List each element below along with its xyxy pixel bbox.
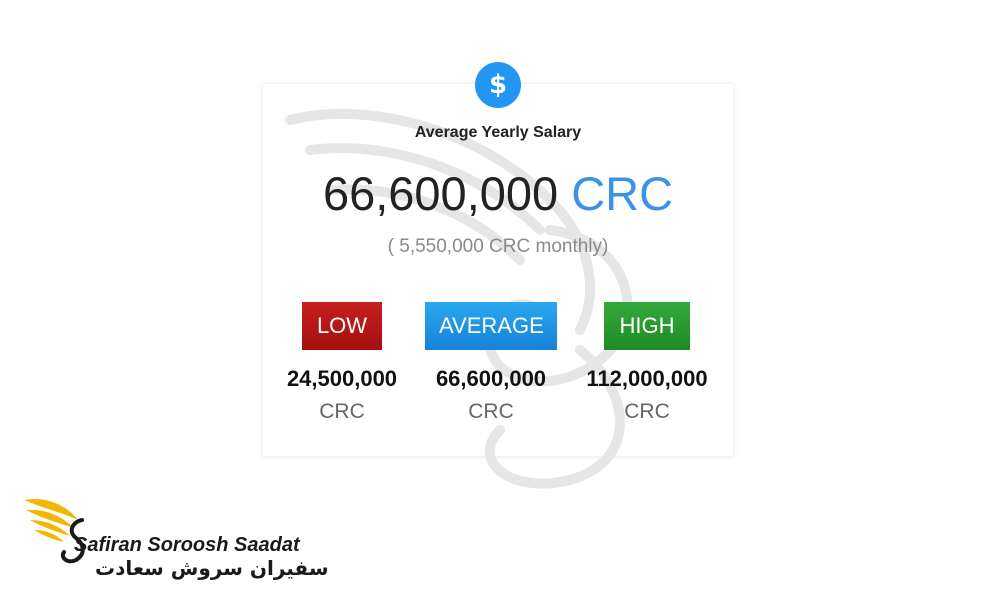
tier-high-value: 112,000,000 [586,366,708,391]
tier-high-currency: CRC [624,400,670,423]
tier-low: LOW 24,500,000 CRC [262,302,422,424]
tier-average: AVERAGE 66,600,000 CRC [411,302,571,424]
tier-high-badge: HIGH [604,302,690,350]
average-salary-amount: 66,600,000 CRC [263,166,733,221]
tier-high: HIGH 112,000,000 CRC [567,302,727,424]
average-salary-currency: CRC [571,167,674,220]
average-salary-value: 66,600,000 [322,167,559,220]
card-title: Average Yearly Salary [414,124,582,141]
tier-low-currency: CRC [319,400,365,423]
brand-logo-icon [24,498,85,564]
tier-low-value: 24,500,000 [286,366,398,391]
tier-average-value: 66,600,000 [435,366,547,391]
brand-name-latin: Safiran Soroosh Saadat [74,534,300,556]
tier-average-badge: AVERAGE [425,302,557,350]
tier-average-currency: CRC [468,400,514,423]
monthly-salary: ( 5,550,000 CRC monthly) [387,236,609,257]
brand-name-farsi: سفیران سروش سعادت [95,556,329,580]
tier-low-badge: LOW [302,302,382,350]
dollar-icon: $ [475,62,521,108]
